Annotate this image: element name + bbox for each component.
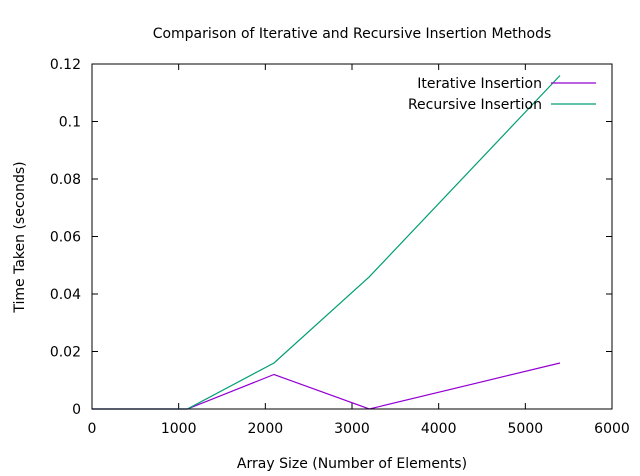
x-axis-label: Array Size (Number of Elements) bbox=[237, 456, 467, 472]
y-tick-label: 0.08 bbox=[50, 172, 81, 188]
y-tick-label: 0.04 bbox=[50, 287, 81, 303]
y-axis-label: Time Taken (seconds) bbox=[12, 161, 28, 313]
y-tick-label: 0.1 bbox=[59, 115, 81, 131]
plot-frame bbox=[91, 63, 613, 410]
chart-title: Comparison of Iterative and Recursive In… bbox=[153, 26, 552, 42]
legend: Iterative Insertion Recursive Insertion bbox=[408, 76, 596, 113]
axis-ticks: 0 1000 2000 3000 4000 5000 6000 0 0.02 0.04 0.06 0.… bbox=[50, 57, 630, 437]
legend-label: Iterative Insertion bbox=[417, 76, 542, 92]
x-tick-label: 6000 bbox=[594, 421, 630, 437]
legend-label: Recursive Insertion bbox=[408, 97, 542, 113]
x-tick-label: 2000 bbox=[248, 421, 284, 437]
y-tick-label: 0.12 bbox=[50, 57, 81, 73]
x-tick-label: 5000 bbox=[508, 421, 544, 437]
y-tick-label: 0.02 bbox=[50, 345, 81, 361]
y-tick-label: 0 bbox=[72, 402, 81, 418]
x-tick-label: 4000 bbox=[421, 421, 457, 437]
x-tick-label: 3000 bbox=[334, 421, 370, 437]
y-tick-label: 0.06 bbox=[50, 230, 81, 246]
x-tick-label: 0 bbox=[88, 421, 97, 437]
x-tick-label: 1000 bbox=[161, 421, 197, 437]
